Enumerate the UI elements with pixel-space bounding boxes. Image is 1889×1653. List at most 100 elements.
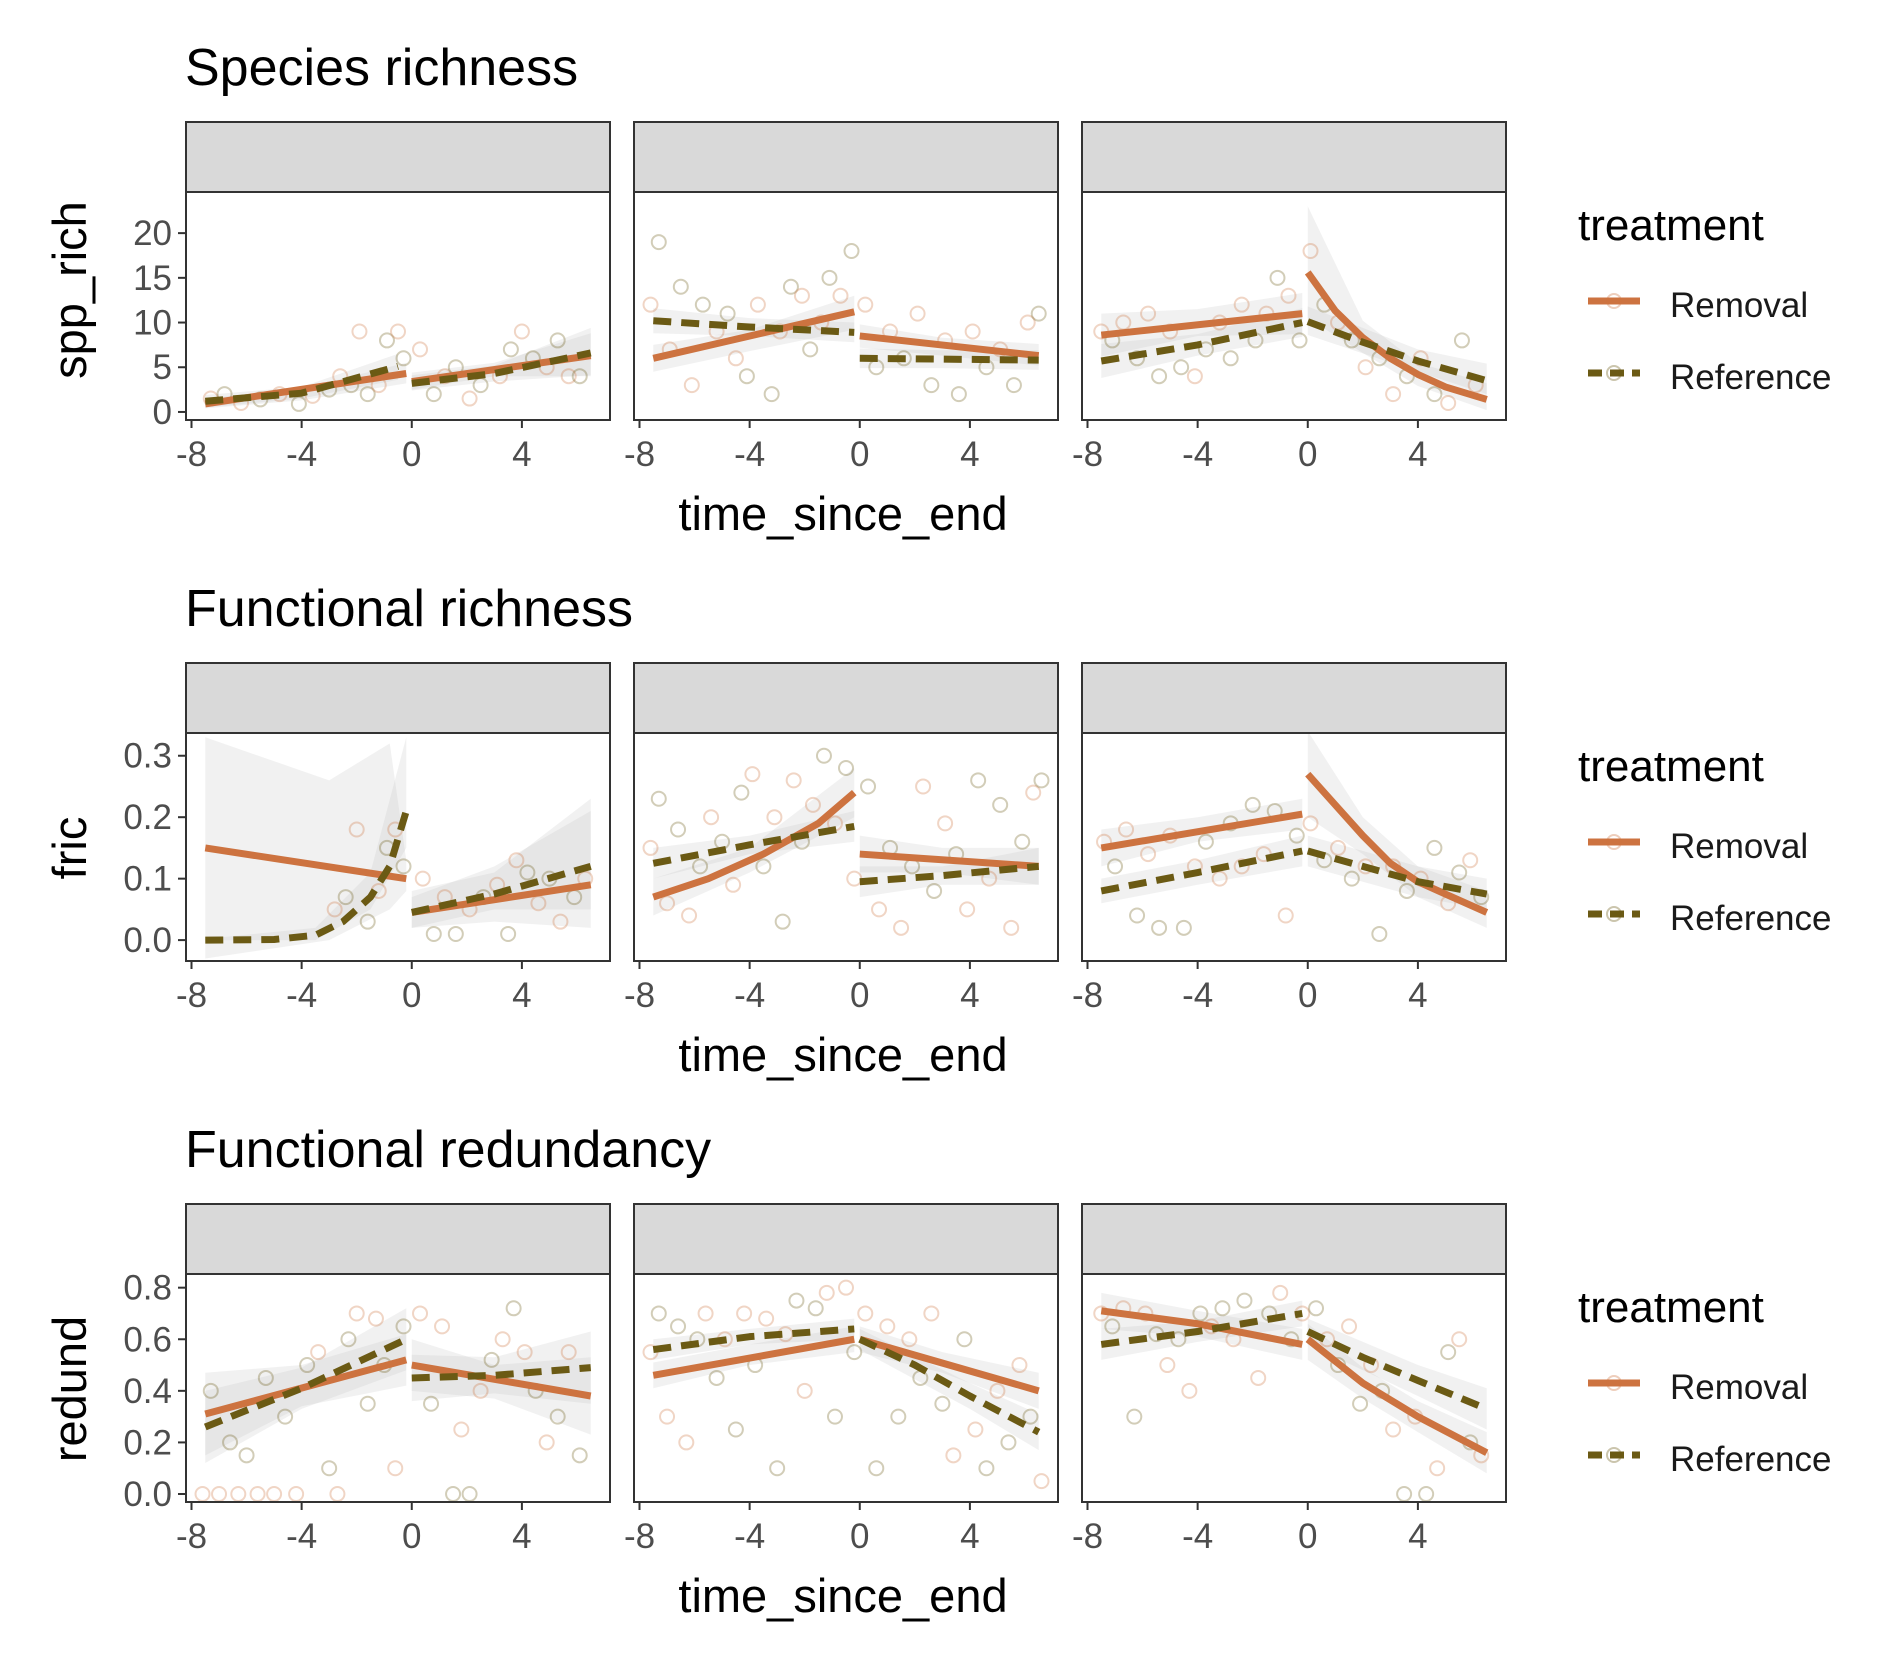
data-point <box>950 386 967 403</box>
facet-panel-high <box>1082 1274 1506 1502</box>
confidence-ribbon <box>859 1328 1039 1451</box>
data-point <box>970 772 987 789</box>
data-point <box>774 913 791 930</box>
fit-line-removal <box>858 1335 1040 1395</box>
data-point <box>978 1460 995 1477</box>
legend-label-removal: Removal <box>1670 1368 1808 1407</box>
y-tick-label: 20 <box>133 214 172 253</box>
data-point <box>461 390 478 407</box>
data-point <box>1014 833 1031 850</box>
data-point <box>642 296 659 313</box>
data-point <box>738 368 755 385</box>
data-point <box>857 296 874 313</box>
data-point <box>1302 815 1319 832</box>
y-tick-label: 0.6 <box>123 1320 172 1359</box>
data-point <box>1140 846 1157 863</box>
data-point <box>1250 1369 1267 1386</box>
fit-line-reference <box>1100 1310 1303 1348</box>
y-tick-label: 10 <box>133 304 172 343</box>
data-point <box>571 1447 588 1464</box>
data-point <box>893 919 910 936</box>
y-tick-label: 0.4 <box>123 1372 172 1411</box>
data-point <box>749 296 766 313</box>
data-point <box>725 876 742 893</box>
data-point <box>1030 305 1047 322</box>
data-point <box>1426 839 1443 856</box>
confidence-ribbon <box>205 737 407 941</box>
data-point <box>500 925 517 942</box>
x-tick-label: 0 <box>850 1517 869 1556</box>
fit-line-reference <box>411 862 592 916</box>
data-point <box>650 790 667 807</box>
data-point <box>1330 839 1347 856</box>
panel-background <box>634 192 1058 420</box>
row-title-species-richness: Species richness <box>185 39 578 97</box>
y-tick-label: 0.8 <box>123 1269 172 1308</box>
data-point <box>1159 1357 1176 1374</box>
data-point <box>483 1351 500 1368</box>
fit-line-removal <box>859 850 1039 870</box>
panel-border <box>185 732 611 962</box>
data-point <box>868 1460 885 1477</box>
data-point <box>727 1421 744 1438</box>
x-tick-label: -4 <box>286 1517 317 1556</box>
data-point <box>1343 332 1360 349</box>
confidence-ribbon <box>411 811 591 928</box>
data-point <box>719 305 736 322</box>
data-point <box>1126 1408 1143 1425</box>
data-point <box>788 1292 805 1309</box>
x-axis-title: time_since_end <box>678 1028 1007 1081</box>
facet-panel-low <box>186 733 610 961</box>
x-tick-label: -8 <box>624 1517 655 1556</box>
data-point <box>670 1318 687 1335</box>
data-point <box>202 1382 219 1399</box>
panel-border <box>1081 191 1507 421</box>
panel-border <box>185 191 611 421</box>
x-tick-label: -4 <box>734 435 765 474</box>
data-point <box>412 1305 429 1322</box>
data-point <box>926 882 943 899</box>
data-point <box>310 1344 327 1361</box>
data-point <box>807 1300 824 1317</box>
data-point <box>697 1305 714 1322</box>
legend-title: treatment <box>1578 201 1764 250</box>
data-point <box>683 377 700 394</box>
data-point <box>1181 1382 1198 1399</box>
data-point <box>560 1344 577 1361</box>
data-point <box>387 1460 404 1477</box>
data-point <box>538 1434 555 1451</box>
data-point <box>513 323 530 340</box>
data-point <box>1269 269 1286 286</box>
x-tick-label: -8 <box>624 976 655 1015</box>
confidence-ribbon <box>1307 733 1487 928</box>
data-point <box>934 1395 951 1412</box>
data-point <box>1170 1331 1187 1348</box>
confidence-ribbon <box>411 798 591 928</box>
data-point <box>472 1382 489 1399</box>
x-axis-title: time_since_end <box>678 487 1007 540</box>
data-point <box>359 1395 376 1412</box>
data-point <box>1357 359 1374 376</box>
legend-label-removal: Removal <box>1670 286 1808 325</box>
data-point <box>769 1460 786 1477</box>
data-point <box>818 1284 835 1301</box>
chart-marks: -8 -4 0 4 0 5 10 15 20 -8 -4 0 4 -8 -4 0 4 -8 -4 0 4 0.0 0.1 0.… <box>123 121 1640 1556</box>
data-point <box>1033 1473 1050 1490</box>
data-point <box>838 760 854 777</box>
data-point <box>857 1305 874 1322</box>
data-point <box>703 809 720 826</box>
data-point <box>453 1421 470 1438</box>
data-point <box>1272 1284 1289 1301</box>
data-point <box>447 925 464 942</box>
y-tick-label: 0.3 <box>123 737 172 776</box>
data-point <box>1192 1305 1209 1322</box>
fit-line-removal <box>204 844 407 883</box>
data-point <box>326 901 343 918</box>
x-tick-label: 4 <box>512 1517 531 1556</box>
data-point <box>1453 332 1470 349</box>
fit-line-removal <box>411 1361 592 1400</box>
panel-border <box>633 732 1059 962</box>
x-tick-label: 4 <box>960 1517 979 1556</box>
data-point <box>1022 1408 1039 1425</box>
data-point <box>670 821 687 838</box>
